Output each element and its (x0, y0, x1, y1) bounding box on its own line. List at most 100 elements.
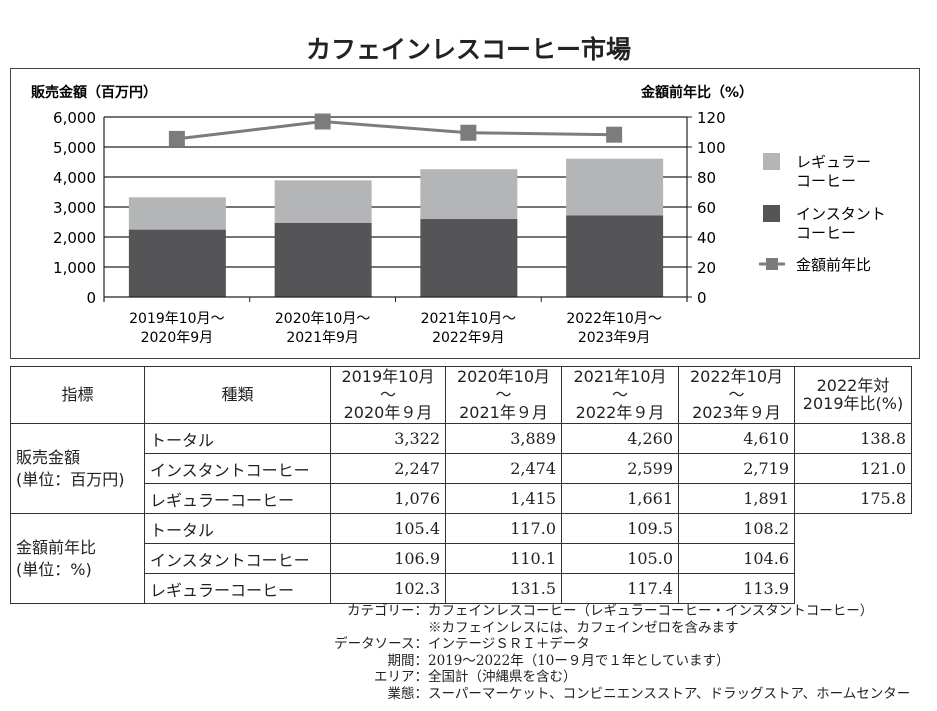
x-tick-label: 2021年10月～ (421, 311, 516, 327)
note-line: エリア： 全国計（沖縄県を含む） (300, 669, 910, 686)
value-cell: 2,599 (561, 453, 679, 484)
note-line: カテゴリー： カフェインレスコーヒー（レギュラーコーヒー・インスタントコーヒー） (300, 603, 910, 620)
y-axis-label: 販売金額（百万円） (31, 84, 157, 101)
legend-label-regular: レギュラー (796, 153, 871, 171)
note-line: ※カフェインレスには、カフェインゼロを含みます (300, 620, 910, 637)
column-header: 2022年10月～ 2023年９月 (678, 366, 795, 424)
y2-axis-label: 金額前年比（%） (640, 84, 753, 101)
x-tick-label: 2021年9月 (286, 330, 359, 346)
value-cell: 105.0 (561, 543, 679, 574)
value-cell: 138.8 (794, 423, 912, 454)
table-row: インスタントコーヒー 2,247 2,474 2,599 2,719 121.0 (11, 453, 912, 484)
y-tick-label: 2,000 (53, 229, 96, 247)
marker-yoy (314, 113, 331, 130)
type-cell: トータル (144, 423, 331, 454)
legend-swatch-regular (763, 153, 780, 170)
type-cell: トータル (144, 513, 331, 544)
x-tick-label: 2023年9月 (578, 330, 651, 346)
legend-swatch-instant (763, 205, 780, 222)
type-cell: インスタントコーヒー (144, 543, 331, 574)
bar-instant (566, 215, 664, 297)
type-cell: レギュラーコーヒー (144, 483, 331, 514)
y-tick-label: 3,000 (53, 199, 96, 217)
bar-instant (128, 229, 226, 297)
legend-label-instant: インスタント (796, 205, 886, 223)
value-cell: 1,076 (330, 483, 446, 514)
bar-instant (274, 222, 372, 297)
notes: カテゴリー： カフェインレスコーヒー（レギュラーコーヒー・インスタントコーヒー） ※… (300, 603, 910, 702)
x-tick-label: 2020年10月～ (275, 311, 370, 327)
value-cell: 2,247 (330, 453, 446, 484)
note-line: データソース： インテージＳＲＩ＋データ (300, 636, 910, 653)
marker-yoy (460, 124, 477, 141)
y2-tick-label: 40 (697, 229, 716, 247)
column-header: 種類 (144, 366, 331, 424)
x-tick-label: 2022年10月～ (566, 311, 661, 327)
y-tick-label: 6,000 (53, 109, 96, 127)
table-row: 金額前年比 (単位：%) トータル 105.4 117.0 109.5 108.2 (10, 513, 912, 604)
note-label: データソース： (334, 636, 428, 652)
value-cell: 1,891 (678, 483, 795, 514)
data-table: 指標 種類 2019年10月～ 2020年９月 2020年10月～ 2021年９月 2021… (10, 366, 912, 604)
bar-regular (128, 197, 226, 230)
note-line: 業態： スーパーマーケット、コンビニエンスストア、ドラッグストア、ホームセンター (300, 685, 911, 703)
x-tick-label: 2020年9月 (141, 330, 214, 346)
bar-regular (566, 158, 664, 216)
legend-marker-yoy (766, 258, 778, 270)
note-line: 期間： 2019～2022年（10ー９月で１年としています） (300, 653, 910, 670)
y2-tick-label: 100 (697, 139, 726, 157)
line-yoy (176, 119, 615, 141)
x-tick-label: 2022年9月 (432, 330, 505, 346)
y-tick-label: 1,000 (53, 259, 96, 277)
empty-cell (795, 514, 912, 544)
marker-yoy (168, 130, 185, 147)
column-header: 2021年10月～ 2022年９月 (561, 366, 679, 424)
table-row: レギュラーコーヒー 1,076 1,415 1,661 1,891 175.8 (11, 483, 912, 514)
value-cell: 1,415 (445, 483, 562, 514)
row-group-label: 販売金額 (単位：百万円) (10, 423, 145, 514)
legend-label-instant: コーヒー (796, 224, 856, 242)
value-cell: 3,889 (445, 423, 562, 454)
note-text: ※カフェインレスには、カフェインゼロを含みます (428, 619, 739, 636)
value-cell: 2,474 (445, 453, 562, 484)
x-tick-label: 2019年10月～ (129, 311, 224, 327)
value-cell: 113.9 (678, 573, 795, 604)
value-cell: 4,610 (678, 423, 795, 454)
legend-label-yoy: 金額前年比 (796, 256, 871, 274)
empty-cell (795, 544, 912, 574)
y2-tick-label: 0 (697, 289, 707, 307)
note-text: カフェインレスコーヒー（レギュラーコーヒー・インスタントコーヒー） (428, 603, 874, 619)
bar-regular (274, 180, 372, 223)
column-header: 指標 (10, 366, 145, 424)
bar-regular (420, 169, 518, 220)
y-tick-label: 4,000 (53, 169, 96, 187)
value-cell: 109.5 (561, 513, 679, 544)
column-header: 2022年対 2019年比(%) (794, 366, 912, 424)
chart-frame: 販売金額（百万円） 金額前年比（%） 0 0 1,000 20 2,000 40 3,000 60… (10, 68, 920, 359)
column-header: 2019年10月～ 2020年９月 (330, 366, 446, 424)
value-cell: 105.4 (330, 513, 446, 544)
note-label (300, 620, 428, 637)
value-cell: 1,661 (561, 483, 679, 514)
column-header: 2020年10月～ 2021年９月 (445, 366, 562, 424)
value-cell: 117.4 (561, 573, 679, 604)
value-cell: 131.5 (445, 573, 562, 604)
y-tick-label: 0 (86, 289, 96, 307)
chart: 販売金額（百万円） 金額前年比（%） 0 0 1,000 20 2,000 40 3,000 60… (31, 84, 886, 346)
note-label: カテゴリー： (347, 603, 428, 619)
y2-tick-label: 20 (697, 259, 716, 277)
y2-tick-label: 120 (697, 109, 726, 127)
value-cell: 104.6 (678, 543, 795, 574)
value-cell: 3,322 (330, 423, 446, 454)
value-cell: 4,260 (561, 423, 679, 454)
value-cell: 121.0 (794, 453, 912, 484)
note-text: スーパーマーケット、コンビニエンスストア、ドラッグストア、ホームセンター (428, 685, 911, 702)
value-cell: 2,719 (678, 453, 795, 484)
type-cell: インスタントコーヒー (144, 453, 331, 484)
bar-instant (420, 219, 518, 297)
note-label: 期間： (387, 652, 429, 669)
table-header-row: 指標 種類 2019年10月～ 2020年９月 2020年10月～ 2021年９月 2021… (10, 366, 912, 424)
marker-yoy (606, 126, 623, 143)
y2-tick-label: 80 (697, 169, 716, 187)
empty-cell (795, 574, 912, 604)
